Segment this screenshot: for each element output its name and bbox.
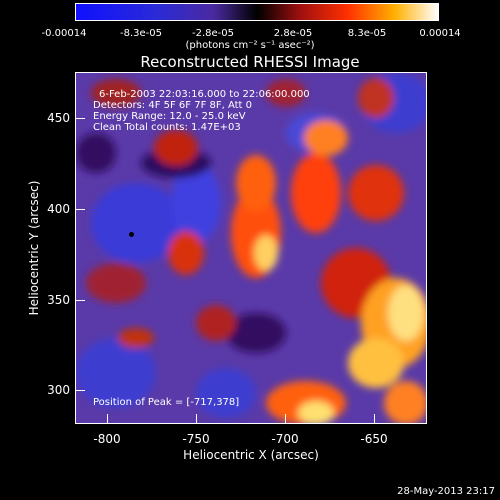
x-tick-label: -800 <box>93 432 121 446</box>
chart-title: Reconstructed RHESSI Image <box>140 53 360 71</box>
peak-marker <box>129 232 134 237</box>
x-tick-mark <box>374 414 375 424</box>
y-tick-label: 350 <box>47 293 70 307</box>
y-tick-mark <box>75 300 85 301</box>
x-axis-label: Heliocentric X (arcsec) <box>183 448 319 462</box>
info-peak: Position of Peak = [-717,378] <box>93 397 240 408</box>
y-tick-mark <box>75 390 85 391</box>
x-tick-label: -700 <box>271 432 299 446</box>
x-tick-label: -650 <box>360 432 388 446</box>
colorbar-unit: (photons cm⁻² s⁻¹ asec⁻²) <box>185 40 315 51</box>
colorbar-tick: 8.3e-05 <box>347 28 387 39</box>
colorbar-tick: -8.3e-05 <box>120 28 162 39</box>
y-tick-label: 400 <box>47 202 70 216</box>
y-tick-mark <box>75 118 85 119</box>
y-tick-mark <box>75 209 85 210</box>
y-axis-label: Heliocentric Y (arcsec) <box>27 180 41 316</box>
x-tick-mark <box>285 414 286 424</box>
colorbar <box>75 3 439 21</box>
colorbar-tick: 2.8e-05 <box>273 28 313 39</box>
info-detectors: Detectors: 4F 5F 6F 7F 8F, Att 0 <box>93 100 253 111</box>
x-tick-mark <box>196 414 197 424</box>
colorbar-gradient <box>76 4 438 20</box>
footer-timestamp: 28-May-2013 23:17 <box>397 486 495 497</box>
colorbar-tick: 0.00014 <box>419 28 461 39</box>
colorbar-tick: -0.00014 <box>41 28 87 39</box>
colorbar-tick: -2.8e-05 <box>192 28 234 39</box>
info-clean: Clean Total counts: 1.47E+03 <box>93 122 241 133</box>
info-energy: Energy Range: 12.0 - 25.0 keV <box>93 111 246 122</box>
info-time: 6-Feb-2003 22:03:16.000 to 22:06:00.000 <box>99 89 310 100</box>
x-tick-label: -750 <box>182 432 210 446</box>
plot-area <box>75 72 427 424</box>
y-tick-label: 300 <box>47 383 70 397</box>
heatmap-image <box>76 73 426 423</box>
x-tick-mark <box>107 414 108 424</box>
y-tick-label: 450 <box>47 111 70 125</box>
